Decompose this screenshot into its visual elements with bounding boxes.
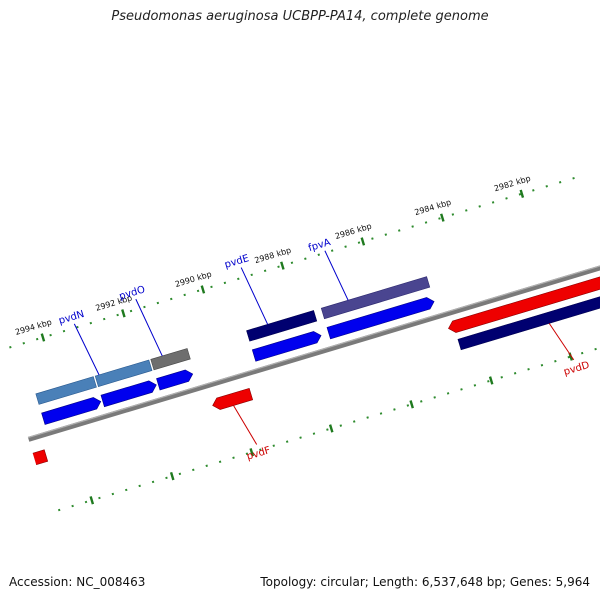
- scale-label: 2994 kbp: [14, 318, 53, 337]
- major-tick: [440, 213, 445, 222]
- major-tick: [40, 333, 46, 342]
- reverse-genes: [18, 263, 600, 470]
- major-tick: [169, 471, 175, 481]
- major-tick: [519, 189, 525, 198]
- gene-arrow: [100, 380, 157, 408]
- gene-labels: pvdN pvdO pvdE fpvA pvdF pvdD: [57, 237, 591, 463]
- gene-arrow: [212, 387, 254, 410]
- feature-bar: [457, 281, 600, 351]
- leader-line: [233, 405, 258, 445]
- forward-genes: [41, 297, 435, 425]
- gene-arrow: [448, 263, 600, 333]
- scale-label: 2988 kbp: [254, 246, 293, 265]
- gene-label-pvdF: pvdF: [245, 445, 272, 463]
- major-tick: [488, 376, 494, 385]
- leader-line: [324, 250, 349, 301]
- gene-arrow: [18, 449, 49, 470]
- feature-bar: [94, 359, 153, 387]
- feature-bar: [150, 348, 191, 371]
- major-tick: [249, 448, 255, 457]
- major-tick: [200, 285, 206, 294]
- leader-lines: [73, 250, 575, 445]
- accession-text: Accession: NC_008463: [9, 575, 146, 589]
- genome-backbone: [0, 244, 600, 451]
- major-tick: [360, 237, 366, 246]
- leader-line: [548, 323, 575, 361]
- feature-bar: [246, 310, 318, 342]
- gene-arrow: [41, 397, 102, 425]
- gene-label-pvdD: pvdD: [562, 360, 591, 378]
- gene-arrow: [156, 369, 194, 391]
- major-ticks: [40, 189, 525, 342]
- major-tick: [280, 261, 285, 270]
- feature-bar: [320, 276, 431, 320]
- gene-label-pvdE: pvdE: [223, 253, 250, 271]
- scale-label: 2986 kbp: [334, 222, 373, 241]
- gene-arrow: [251, 331, 322, 362]
- feature-track: [35, 276, 431, 405]
- leader-line: [135, 298, 163, 357]
- leader-line: [240, 267, 269, 325]
- lower-major-ticks: [89, 352, 573, 505]
- genome-summary-text: Topology: circular; Length: 6,537,648 bp…: [260, 575, 590, 589]
- scale-label: 2984 kbp: [414, 198, 453, 217]
- lower-scale-ring: [31, 327, 600, 520]
- major-tick: [89, 496, 95, 505]
- major-tick: [121, 309, 126, 318]
- page-title: Pseudomonas aeruginosa UCBPP-PA14, compl…: [111, 9, 489, 24]
- feature-bar: [35, 376, 97, 405]
- gene-arrow: [326, 297, 435, 340]
- major-tick: [328, 424, 334, 433]
- leader-line: [73, 323, 100, 376]
- gene-label-fpvA: fpvA: [307, 237, 332, 254]
- genome-diagram: 2994 kbp 2992 kbp 2990 kbp 2988 kbp 2986…: [0, 164, 600, 520]
- scale-label: 2982 kbp: [493, 174, 532, 193]
- major-tick: [409, 400, 414, 409]
- gene-label-pvdN: pvdN: [57, 309, 85, 327]
- scale-label: 2990 kbp: [174, 270, 213, 289]
